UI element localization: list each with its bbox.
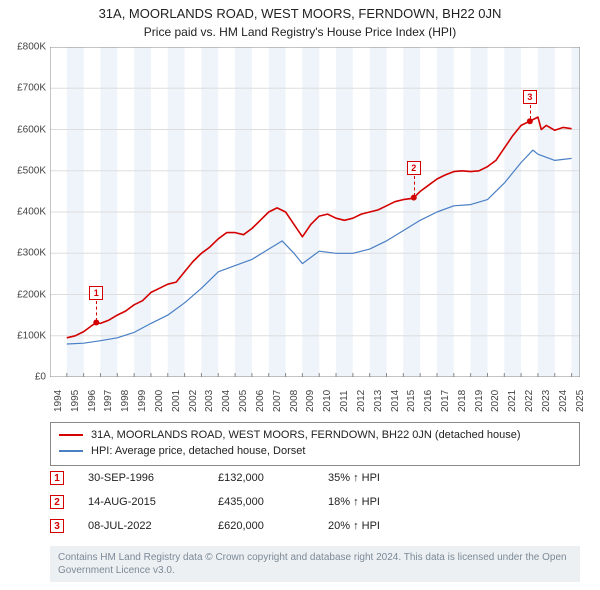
chart-marker-1: 1 [89, 286, 103, 300]
chart-title: 31A, MOORLANDS ROAD, WEST MOORS, FERNDOW… [0, 0, 600, 23]
x-tick-label: 2022 [524, 390, 535, 412]
legend-label-hpi: HPI: Average price, detached house, Dors… [91, 445, 305, 457]
x-tick-label: 1996 [87, 390, 98, 412]
marker-badge-1: 1 [50, 471, 64, 485]
marker-date-3: 08-JUL-2022 [88, 520, 218, 532]
chart-subtitle: Price paid vs. HM Land Registry's House … [0, 23, 600, 43]
x-tick-label: 2004 [221, 390, 232, 412]
marker-price-3: £620,000 [218, 520, 328, 532]
x-tick-label: 2025 [575, 390, 586, 412]
x-tick-label: 2010 [322, 390, 333, 412]
x-tick-label: 2002 [188, 390, 199, 412]
x-tick-label: 2005 [238, 390, 249, 412]
x-tick-label: 2019 [474, 390, 485, 412]
footer-attribution: Contains HM Land Registry data © Crown c… [50, 546, 580, 582]
x-tick-label: 1994 [53, 390, 64, 412]
y-tick-label: £300K [4, 248, 46, 259]
x-tick-label: 2023 [541, 390, 552, 412]
y-tick-label: £0 [4, 372, 46, 383]
chart-plot-area: 1 2 3 [50, 47, 580, 377]
x-tick-label: 2017 [440, 390, 451, 412]
x-tick-label: 1999 [137, 390, 148, 412]
x-tick-label: 2014 [390, 390, 401, 412]
y-tick-label: £400K [4, 207, 46, 218]
y-tick-label: £800K [4, 42, 46, 53]
x-tick-label: 2001 [171, 390, 182, 412]
legend-item-property: 31A, MOORLANDS ROAD, WEST MOORS, FERNDOW… [59, 427, 571, 443]
x-tick-label: 1998 [120, 390, 131, 412]
x-axis-labels: 1994 1995 1996 1997 1998 1999 2000 2001 2002 2003… [50, 380, 580, 420]
marker-delta-2: 18% ↑ HPI [328, 496, 380, 508]
marker-row-2: 2 14-AUG-2015 £435,000 18% ↑ HPI [50, 490, 580, 514]
marker-price-2: £435,000 [218, 496, 328, 508]
x-tick-label: 2009 [305, 390, 316, 412]
x-tick-label: 2024 [558, 390, 569, 412]
chart-marker-3: 3 [523, 90, 537, 104]
y-tick-label: £700K [4, 83, 46, 94]
marker-row-1: 1 30-SEP-1996 £132,000 35% ↑ HPI [50, 466, 580, 490]
x-tick-label: 2020 [490, 390, 501, 412]
x-tick-label: 2000 [154, 390, 165, 412]
x-tick-label: 2007 [272, 390, 283, 412]
marker-badge-2: 2 [50, 495, 64, 509]
x-tick-label: 2003 [204, 390, 215, 412]
x-tick-label: 2021 [507, 390, 518, 412]
y-tick-label: £100K [4, 330, 46, 341]
x-tick-label: 2018 [457, 390, 468, 412]
marker-date-2: 14-AUG-2015 [88, 496, 218, 508]
chart-container: 31A, MOORLANDS ROAD, WEST MOORS, FERNDOW… [0, 0, 600, 590]
x-tick-label: 2013 [373, 390, 384, 412]
marker-delta-1: 35% ↑ HPI [328, 472, 380, 484]
x-tick-label: 2012 [356, 390, 367, 412]
x-tick-label: 2015 [406, 390, 417, 412]
x-tick-label: 2016 [423, 390, 434, 412]
x-tick-label: 1997 [103, 390, 114, 412]
legend-swatch-hpi [59, 450, 83, 452]
y-tick-label: £500K [4, 165, 46, 176]
x-tick-label: 2011 [339, 390, 350, 412]
marker-delta-3: 20% ↑ HPI [328, 520, 380, 532]
x-tick-label: 2008 [289, 390, 300, 412]
marker-table: 1 30-SEP-1996 £132,000 35% ↑ HPI 2 14-AU… [50, 466, 580, 538]
marker-row-3: 3 08-JUL-2022 £620,000 20% ↑ HPI [50, 514, 580, 538]
legend-label-property: 31A, MOORLANDS ROAD, WEST MOORS, FERNDOW… [91, 429, 521, 441]
marker-badge-3: 3 [50, 519, 64, 533]
chart-svg [50, 47, 580, 377]
marker-date-1: 30-SEP-1996 [88, 472, 218, 484]
x-tick-label: 2006 [255, 390, 266, 412]
legend-swatch-property [59, 434, 83, 436]
legend-item-hpi: HPI: Average price, detached house, Dors… [59, 443, 571, 459]
marker-price-1: £132,000 [218, 472, 328, 484]
chart-marker-2: 2 [407, 161, 421, 175]
x-tick-label: 1995 [70, 390, 81, 412]
legend: 31A, MOORLANDS ROAD, WEST MOORS, FERNDOW… [50, 422, 580, 466]
y-tick-label: £600K [4, 124, 46, 135]
y-tick-label: £200K [4, 289, 46, 300]
